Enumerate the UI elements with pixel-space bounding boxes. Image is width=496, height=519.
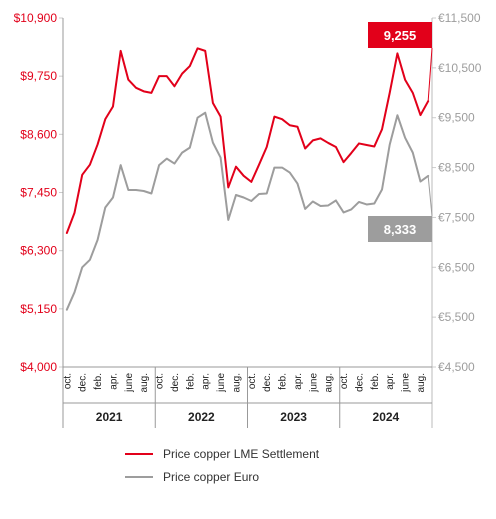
month-tick-label: aug.	[231, 373, 242, 392]
legend-swatch-euro	[125, 476, 153, 478]
month-tick-label: oct.	[339, 373, 350, 389]
left-tick-label: $7,450	[20, 186, 57, 200]
euro-price-line	[65, 111, 430, 311]
right-tick-label: €7,500	[438, 210, 475, 224]
month-tick-label: feb.	[278, 373, 289, 390]
month-tick-label: feb.	[93, 373, 104, 390]
left-tick-label: $6,300	[20, 244, 57, 258]
month-tick-label: apr.	[201, 373, 212, 390]
left-tick-label: $5,150	[20, 302, 57, 316]
lme-end-label: 9,255	[384, 28, 417, 43]
legend: Price copper LME Settlement Price copper…	[125, 444, 319, 490]
right-tick-label: €8,500	[438, 161, 475, 175]
month-tick-label: dec.	[354, 373, 365, 392]
right-tick-label: €5,500	[438, 310, 475, 324]
right-tick-label: €4,500	[438, 360, 475, 374]
left-tick-label: $9,750	[20, 69, 57, 83]
lme-end-label-box	[368, 22, 432, 48]
month-tick-label: aug.	[416, 373, 427, 392]
year-label: 2022	[188, 410, 215, 424]
month-tick-label: oct.	[62, 373, 73, 389]
left-tick-label: $4,000	[20, 360, 57, 374]
month-tick-label: june	[216, 373, 227, 393]
year-label: 2024	[373, 410, 400, 424]
left-tick-label: $8,600	[20, 127, 57, 141]
year-label: 2023	[280, 410, 307, 424]
month-tick-label: aug.	[324, 373, 335, 392]
month-tick-label: dec.	[78, 373, 89, 392]
right-tick-label: €10,500	[438, 61, 482, 75]
right-tick-label: €6,500	[438, 260, 475, 274]
month-tick-label: apr.	[293, 373, 304, 390]
legend-item-lme: Price copper LME Settlement	[125, 444, 319, 464]
legend-label-euro: Price copper Euro	[163, 470, 260, 484]
month-tick-label: oct.	[247, 373, 258, 389]
month-tick-label: dec.	[170, 373, 181, 392]
euro-end-connector	[427, 175, 433, 217]
month-tick-label: apr.	[108, 373, 119, 390]
month-tick-label: dec.	[262, 373, 273, 392]
left-tick-label: $10,900	[14, 11, 58, 25]
year-label: 2021	[96, 410, 123, 424]
lme-price-line	[65, 47, 430, 234]
month-tick-label: feb.	[370, 373, 381, 390]
label-layer: 9,255 8,333	[368, 22, 433, 242]
right-tick-label: €11,500	[438, 11, 481, 25]
month-tick-label: oct.	[155, 373, 166, 389]
legend-swatch-lme	[125, 453, 153, 455]
euro-end-label-box	[368, 216, 432, 242]
right-tick-label: €9,500	[438, 111, 475, 125]
legend-label-lme: Price copper LME Settlement	[163, 447, 320, 461]
lme-end-connector	[427, 47, 433, 102]
month-tick-label: apr.	[385, 373, 396, 390]
series-layer	[65, 47, 430, 311]
month-tick-label: june	[401, 373, 412, 393]
month-tick-label: june	[124, 373, 135, 393]
euro-end-label: 8,333	[384, 222, 417, 237]
month-tick-label: june	[308, 373, 319, 393]
axis-layer: $4,000 $5,150 $6,300 $7,450 $8,600 $9,750 $10,…	[14, 11, 482, 428]
month-tick-label: aug.	[139, 373, 150, 392]
month-tick-label: feb.	[185, 373, 196, 390]
legend-item-euro: Price copper Euro	[125, 467, 319, 487]
copper-price-chart: $4,000 $5,150 $6,300 $7,450 $8,600 $9,750 $10,…	[14, 11, 482, 428]
